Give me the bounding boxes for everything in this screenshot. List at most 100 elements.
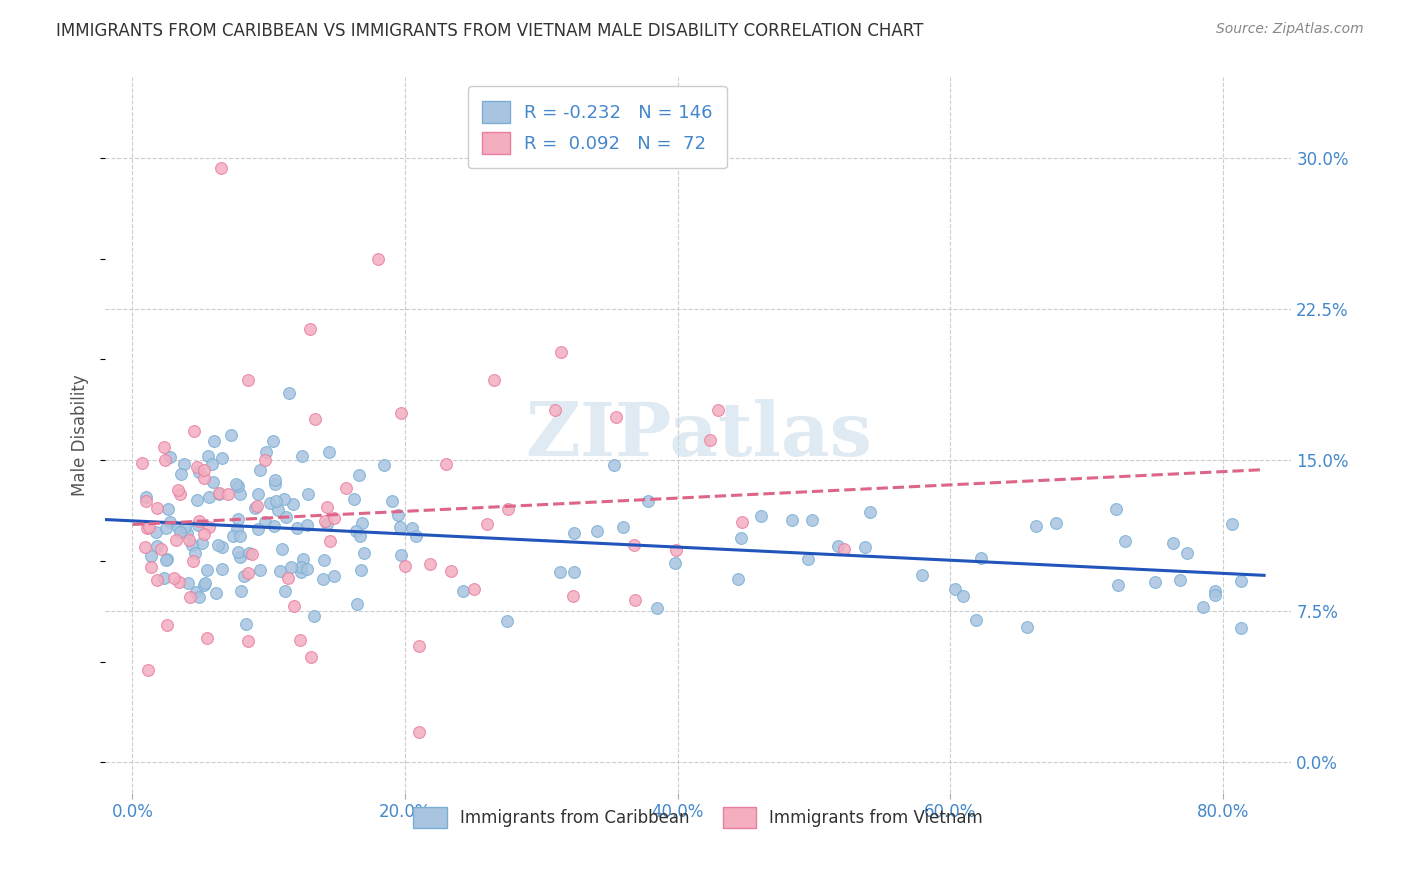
Point xyxy=(229,529,252,543)
Point xyxy=(157,501,180,516)
Point xyxy=(177,533,200,547)
Point xyxy=(264,494,287,508)
Point xyxy=(699,433,721,447)
Point xyxy=(263,473,285,487)
Point xyxy=(253,453,276,467)
Point xyxy=(231,583,253,598)
Point xyxy=(191,535,214,549)
Point xyxy=(208,486,231,500)
Legend: Immigrants from Caribbean, Immigrants from Vietnam: Immigrants from Caribbean, Immigrants fr… xyxy=(406,801,990,834)
Point xyxy=(1191,600,1213,615)
Point xyxy=(207,538,229,552)
Point xyxy=(226,479,249,493)
Point xyxy=(297,487,319,501)
Point xyxy=(304,411,326,425)
Point xyxy=(186,492,208,507)
Point xyxy=(562,566,585,580)
Point xyxy=(246,500,269,514)
Point xyxy=(350,563,373,577)
Point xyxy=(193,463,215,477)
Point xyxy=(707,402,730,417)
Point xyxy=(291,449,314,463)
Point xyxy=(186,584,208,599)
Point xyxy=(394,559,416,574)
Point xyxy=(318,444,340,458)
Point xyxy=(249,563,271,577)
Point xyxy=(780,513,803,527)
Point xyxy=(910,567,932,582)
Point xyxy=(389,406,412,420)
Point xyxy=(243,501,266,516)
Point xyxy=(259,496,281,510)
Point xyxy=(198,490,221,504)
Point xyxy=(832,542,855,557)
Point xyxy=(195,563,218,577)
Point xyxy=(181,538,204,552)
Point xyxy=(163,571,186,585)
Point xyxy=(205,586,228,600)
Point xyxy=(197,520,219,534)
Point xyxy=(290,566,312,580)
Point xyxy=(624,593,647,607)
Point xyxy=(302,608,325,623)
Point xyxy=(209,161,232,175)
Point xyxy=(1220,516,1243,531)
Point xyxy=(217,486,239,500)
Point xyxy=(1015,620,1038,634)
Point xyxy=(475,516,498,531)
Point xyxy=(156,618,179,632)
Point xyxy=(283,497,305,511)
Point xyxy=(1025,519,1047,533)
Point xyxy=(853,540,876,554)
Point xyxy=(387,508,409,522)
Point xyxy=(562,590,585,604)
Point xyxy=(226,522,249,536)
Point xyxy=(1045,516,1067,530)
Point xyxy=(295,518,318,533)
Point xyxy=(149,541,172,556)
Point xyxy=(314,552,336,566)
Point xyxy=(408,725,430,739)
Point xyxy=(236,566,259,580)
Point xyxy=(562,526,585,541)
Point xyxy=(1114,534,1136,549)
Point xyxy=(605,410,627,425)
Point xyxy=(298,322,321,336)
Point xyxy=(389,519,412,533)
Point xyxy=(731,515,754,529)
Point xyxy=(221,529,243,543)
Point xyxy=(246,487,269,501)
Point xyxy=(408,639,430,653)
Point xyxy=(134,540,156,554)
Point xyxy=(136,663,159,677)
Point xyxy=(612,520,634,534)
Point xyxy=(1175,545,1198,559)
Point xyxy=(283,599,305,613)
Point xyxy=(623,538,645,552)
Point xyxy=(350,516,373,531)
Point xyxy=(155,553,177,567)
Point xyxy=(344,524,367,538)
Point xyxy=(970,551,993,566)
Point xyxy=(463,582,485,596)
Point xyxy=(145,539,167,553)
Point xyxy=(135,494,157,508)
Point xyxy=(226,512,249,526)
Point xyxy=(263,518,285,533)
Point xyxy=(1105,502,1128,516)
Point xyxy=(730,531,752,545)
Point xyxy=(440,564,463,578)
Point xyxy=(136,521,159,535)
Point xyxy=(181,553,204,567)
Point xyxy=(335,481,357,495)
Point xyxy=(266,503,288,517)
Point xyxy=(219,428,242,442)
Point xyxy=(316,500,339,515)
Point xyxy=(859,505,882,519)
Point xyxy=(184,546,207,560)
Point xyxy=(138,519,160,533)
Point xyxy=(174,520,197,534)
Point xyxy=(253,515,276,529)
Point xyxy=(312,572,335,586)
Point xyxy=(952,589,974,603)
